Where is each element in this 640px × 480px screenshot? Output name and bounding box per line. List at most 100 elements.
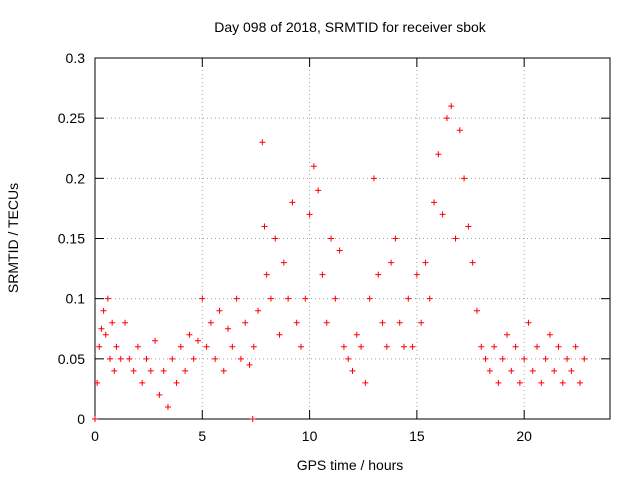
data-point <box>388 259 395 266</box>
data-point <box>559 379 566 386</box>
data-point <box>249 416 256 422</box>
data-point <box>353 331 360 338</box>
data-point <box>345 355 352 362</box>
data-point <box>156 391 163 398</box>
data-point <box>173 379 180 386</box>
data-point <box>225 325 232 332</box>
data-point <box>431 199 438 206</box>
data-point <box>212 355 219 362</box>
data-point <box>242 319 249 326</box>
data-point <box>255 307 262 314</box>
data-point <box>160 367 167 374</box>
y-tick-label: 0.1 <box>66 291 86 307</box>
data-point <box>164 403 171 410</box>
data-point <box>298 343 304 350</box>
data-point <box>177 343 184 350</box>
data-point <box>272 235 279 242</box>
data-point <box>186 331 193 338</box>
data-point <box>100 307 107 314</box>
y-tick-label: 0.15 <box>58 231 85 247</box>
data-point <box>482 355 489 362</box>
y-axis-label: SRMTID / TECUs <box>5 183 21 293</box>
data-point <box>491 343 498 350</box>
data-point <box>452 235 459 242</box>
data-point <box>280 259 287 266</box>
data-point <box>147 367 154 374</box>
data-point <box>336 247 343 254</box>
data-point <box>564 355 571 362</box>
data-point <box>109 319 116 326</box>
data-point <box>237 355 244 362</box>
data-point <box>521 355 528 362</box>
data-point <box>94 379 101 386</box>
data-point <box>478 343 485 350</box>
grid-lines <box>95 58 610 419</box>
data-point <box>422 259 429 266</box>
data-point <box>512 343 519 350</box>
data-point <box>465 223 472 230</box>
data-point <box>246 361 253 368</box>
data-point <box>551 367 558 374</box>
data-point <box>126 355 133 362</box>
data-point <box>152 337 159 344</box>
x-axis-label: GPS time / hours <box>297 457 404 473</box>
x-tick-label: 5 <box>198 428 206 444</box>
data-point <box>469 259 476 266</box>
data-point <box>332 295 339 302</box>
data-point <box>568 367 575 374</box>
data-point <box>546 331 553 338</box>
data-point <box>508 367 515 374</box>
data-point <box>293 319 300 326</box>
data-point <box>525 319 532 326</box>
data-point <box>555 343 562 350</box>
y-tick-label: 0.05 <box>58 351 85 367</box>
data-point <box>323 319 330 326</box>
data-point <box>207 319 214 326</box>
data-point <box>203 343 210 350</box>
data-point <box>379 319 386 326</box>
data-point <box>516 379 523 386</box>
data-point <box>233 295 240 302</box>
data-point <box>306 211 313 218</box>
plot-frame <box>94 57 611 420</box>
data-point <box>229 343 236 350</box>
data-point <box>143 355 150 362</box>
data-point <box>199 295 206 302</box>
data-point <box>534 343 541 350</box>
data-point <box>315 187 322 194</box>
data-point <box>538 379 545 386</box>
data-point <box>439 211 446 218</box>
data-point <box>134 343 141 350</box>
chart-title: Day 098 of 2018, SRMTID for receiver sbo… <box>214 19 487 35</box>
data-point <box>401 343 407 350</box>
data-point <box>220 367 227 374</box>
data-point <box>358 343 365 350</box>
data-point <box>486 367 493 374</box>
data-point <box>107 355 114 362</box>
data-point <box>190 355 197 362</box>
y-tick-label: 0.3 <box>66 50 86 66</box>
data-point <box>319 271 326 278</box>
data-point <box>456 127 463 134</box>
data-point <box>392 235 399 242</box>
x-tick-label: 15 <box>409 428 425 444</box>
data-point <box>413 271 420 278</box>
data-point <box>473 307 480 314</box>
data-point <box>289 199 296 206</box>
data-point <box>426 295 433 302</box>
data-point <box>276 331 283 338</box>
data-point <box>349 367 356 374</box>
data-point <box>542 355 549 362</box>
data-point <box>504 331 510 338</box>
data-point <box>250 343 257 350</box>
data-point <box>261 223 268 230</box>
data-point <box>117 355 124 362</box>
data-point <box>495 379 502 386</box>
data-point <box>263 271 270 278</box>
data-point <box>370 175 377 182</box>
y-tick-label: 0.2 <box>66 170 86 186</box>
data-point <box>409 343 416 350</box>
data-point <box>461 175 468 182</box>
data-point <box>122 319 129 326</box>
